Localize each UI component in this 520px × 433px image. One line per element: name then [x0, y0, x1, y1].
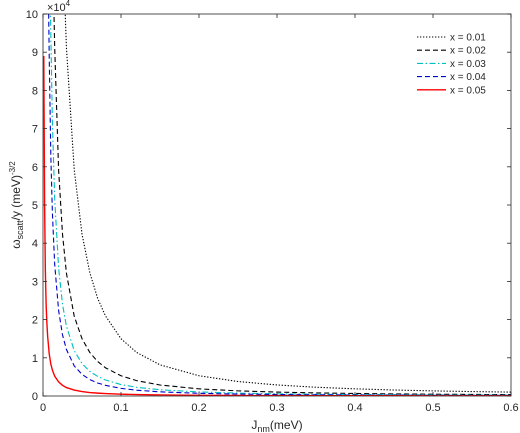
x-tick-label: 0.6: [503, 402, 518, 414]
series-line-4: [48, 14, 511, 396]
x-tick-label: 0.3: [269, 402, 284, 414]
y-tick-label: 5: [32, 200, 38, 212]
x-axis-label: Jnm(meV): [251, 418, 302, 433]
y-tick-label: 7: [32, 124, 38, 136]
axes: 0 0.1 0.2 0.3 0.4 0.5 0.6 0 1 2 3 4 5 6 7 8 9 10 ×104 Jnm(m…: [8, 0, 519, 433]
y-tick-label: 3: [32, 276, 38, 288]
y-tick-label: 6: [32, 162, 38, 174]
y-tick-label: 9: [32, 47, 38, 59]
y-tick-label: 2: [32, 315, 38, 327]
y-tick-label: 0: [32, 391, 38, 403]
x-tick-label: 0: [40, 402, 46, 414]
legend-label: x = 0.05: [450, 85, 486, 96]
legend-label: x = 0.04: [450, 72, 486, 83]
legend-label: x = 0.03: [450, 59, 486, 70]
x-tick-label: 0.5: [425, 402, 440, 414]
legend-label: x = 0.02: [450, 46, 486, 57]
series-line-2: [53, 14, 511, 396]
y-tick-label: 1: [32, 353, 38, 365]
legend: x = 0.01 x = 0.02 x = 0.03 x = 0.04 x = 0.05: [413, 28, 505, 100]
y-tick-label: 8: [32, 85, 38, 97]
y-axis-label: ωscatt/y (meV)-3/2: [8, 161, 25, 249]
y-tick-label: 10: [26, 9, 38, 21]
legend-box: [413, 28, 505, 100]
y-multiplier: ×104: [47, 0, 71, 14]
x-tick-label: 0.1: [113, 402, 128, 414]
y-tick-label: 4: [32, 238, 38, 250]
x-tick-label: 0.2: [191, 402, 206, 414]
series-line-3: [49, 14, 511, 396]
legend-label: x = 0.01: [450, 33, 486, 44]
x-tick-label: 0.4: [347, 402, 362, 414]
